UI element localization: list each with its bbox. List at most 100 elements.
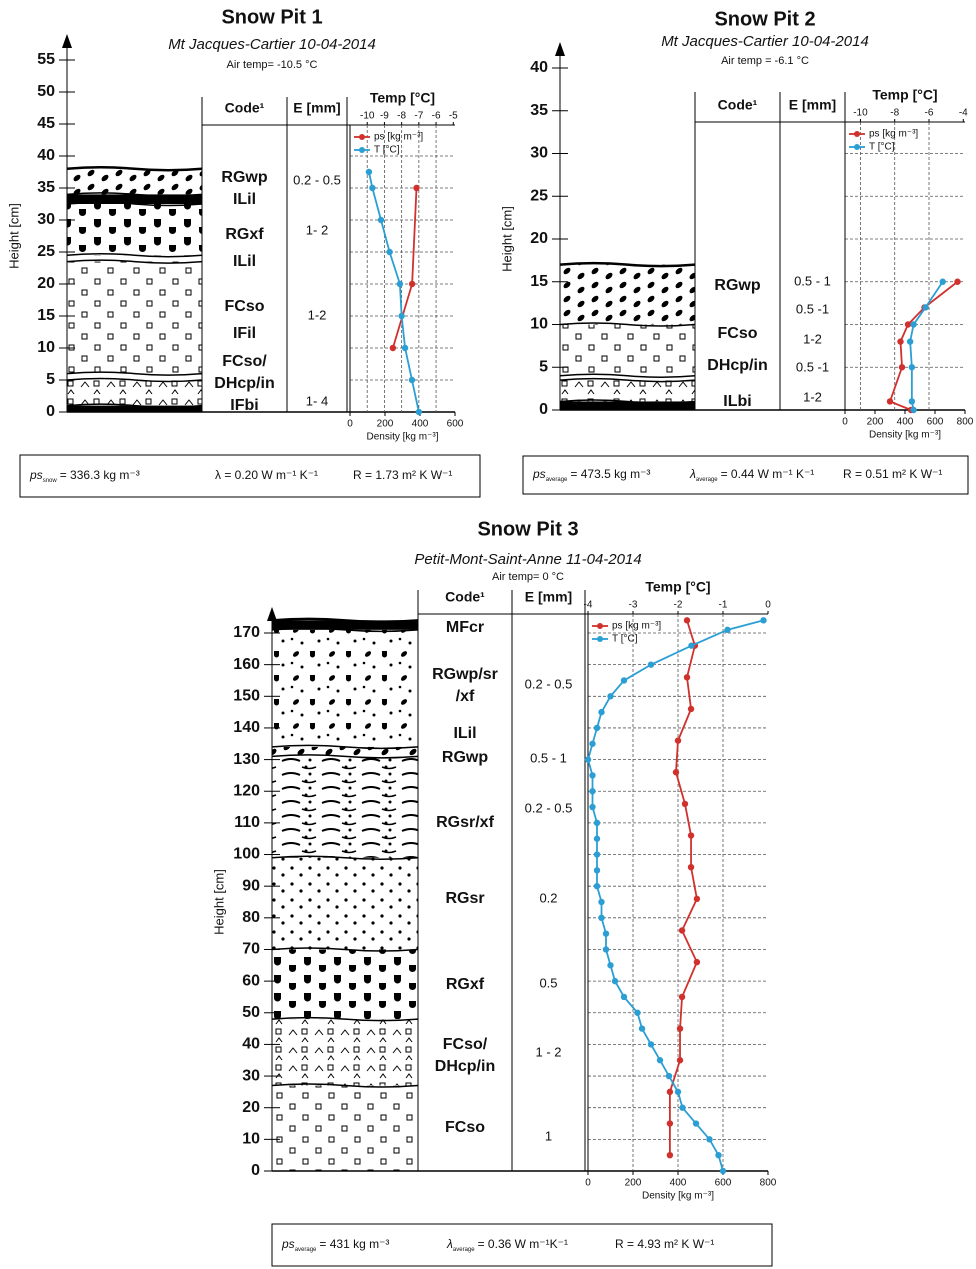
x2-tick-label: -5: [449, 111, 458, 122]
y-tick-label: 90: [242, 877, 260, 894]
summary-item: R = 0.51 m² K W⁻¹: [843, 467, 942, 481]
profile-point: [401, 344, 409, 352]
profile-point: [678, 993, 686, 1001]
profile-point: [678, 927, 686, 934]
y-tick-label: 20: [530, 230, 548, 247]
layer-code: FCso: [718, 325, 758, 342]
layer-boundary: [559, 377, 696, 383]
layer-boundary: [559, 261, 696, 268]
y-tick-label: 60: [242, 972, 260, 989]
profile-line: [392, 187, 418, 349]
summary-item: λaverage = 0.36 W m⁻¹K⁻¹: [446, 1237, 568, 1252]
x2-tick-label: -6: [925, 108, 934, 119]
layer-code: DHcp/in: [435, 1058, 495, 1075]
profile-point: [674, 1088, 682, 1096]
layer-code: RGxf: [446, 976, 485, 993]
summary-symbol: λ: [446, 1237, 453, 1251]
summary-subscript: average: [696, 477, 718, 483]
snow-layer: [272, 756, 418, 858]
profile-point: [687, 705, 695, 713]
x2-tick-label: -4: [584, 600, 593, 611]
grain-size: 0.5 - 1: [530, 750, 567, 765]
snow-layer: [272, 1019, 418, 1086]
profile-point: [939, 278, 946, 285]
ice-layer: [67, 194, 202, 204]
layer-code: ILil: [233, 191, 256, 208]
grain-size: 0.2 - 0.5: [525, 800, 573, 815]
summary-item: psaverage = 431 kg m⁻³: [281, 1237, 389, 1252]
profile-point: [724, 626, 731, 634]
y-tick-label: 40: [37, 147, 55, 164]
ice-layer: [272, 620, 418, 630]
layer-code: RGwp: [221, 169, 267, 186]
layer-code: ILil: [453, 725, 476, 742]
profile-point: [602, 946, 610, 953]
layer-code: MFcr: [446, 619, 484, 636]
y-tick-label: 70: [242, 941, 260, 958]
y-tick-label: 25: [530, 187, 548, 204]
legend-label: ps [kg m⁻³]: [374, 132, 423, 143]
profile-point: [638, 1025, 646, 1032]
pit-subtitle: Mt Jacques-Cartier 10-04-2014: [661, 33, 869, 50]
profile-point: [589, 740, 596, 747]
x2-tick-label: 0: [765, 600, 771, 611]
snow-layer: [272, 1085, 418, 1171]
snow-layer: [67, 168, 202, 195]
summary-item: pssnow = 336.3 kg m⁻³: [29, 468, 140, 483]
table-header: E [mm]: [293, 100, 340, 116]
profile-point: [676, 1057, 684, 1064]
layer-code: /xf: [456, 688, 475, 705]
summary-box: [19, 454, 481, 498]
y-axis-label: Height [cm]: [6, 203, 21, 269]
profile-point: [598, 708, 605, 716]
profile-point: [906, 338, 914, 345]
legend-label: T [°C]: [869, 142, 895, 153]
grain-size: 1 - 2: [535, 1044, 561, 1059]
y-tick-label: 170: [233, 624, 260, 641]
x2-tick-label: -2: [674, 600, 683, 611]
air-temp: Air temp= -10.5 °C: [227, 59, 318, 71]
profile-point: [687, 863, 695, 871]
profile-point: [593, 882, 601, 890]
profile-point: [408, 376, 416, 384]
profile-point: [602, 930, 610, 937]
profile-point: [593, 724, 601, 732]
layer-boundary: [66, 259, 203, 264]
snow-layer: [67, 261, 202, 374]
summary-box: [271, 1223, 773, 1267]
summary-text: λ = 0.20 W m⁻¹ K⁻¹: [215, 468, 318, 482]
profile-point: [389, 344, 397, 352]
profile-point: [598, 898, 605, 906]
x-tick-label: 600: [447, 419, 464, 430]
legend-marker: [359, 134, 365, 140]
summary-symbol: λ: [689, 467, 696, 481]
x-tick-label: 600: [715, 1178, 732, 1189]
x2-tick-label: -9: [380, 111, 389, 122]
profile-point: [687, 832, 695, 839]
profile-point: [593, 835, 601, 842]
x-tick-label: 0: [347, 419, 353, 430]
profile-point: [679, 1104, 686, 1111]
profile-point: [656, 1057, 664, 1064]
profile-point: [620, 993, 628, 1001]
y-tick-label: 0: [46, 403, 55, 420]
summary-item: λaverage = 0.44 W m⁻¹ K⁻¹: [689, 467, 814, 482]
y-tick-label: 5: [539, 358, 548, 375]
y-tick-label: 35: [37, 179, 55, 196]
summary-symbol: ps: [29, 468, 43, 482]
y-axis-label: Height [cm]: [499, 206, 514, 272]
profile-point: [910, 321, 917, 328]
y-tick-label: 40: [242, 1036, 260, 1053]
profile-point: [904, 321, 912, 328]
profile-point: [886, 398, 894, 405]
profile-line: [888, 281, 959, 411]
profile-point: [398, 312, 405, 320]
layer-code: RGwp: [442, 749, 488, 766]
layer-code: ILil: [233, 253, 256, 270]
layer-code: FCso/: [222, 353, 267, 370]
profile-point: [683, 617, 691, 624]
summary-subscript: snow: [43, 478, 58, 484]
summary-box: [522, 455, 969, 495]
summary-item: R = 1.73 m² K W⁻¹: [353, 468, 452, 482]
profile-point: [589, 772, 596, 779]
